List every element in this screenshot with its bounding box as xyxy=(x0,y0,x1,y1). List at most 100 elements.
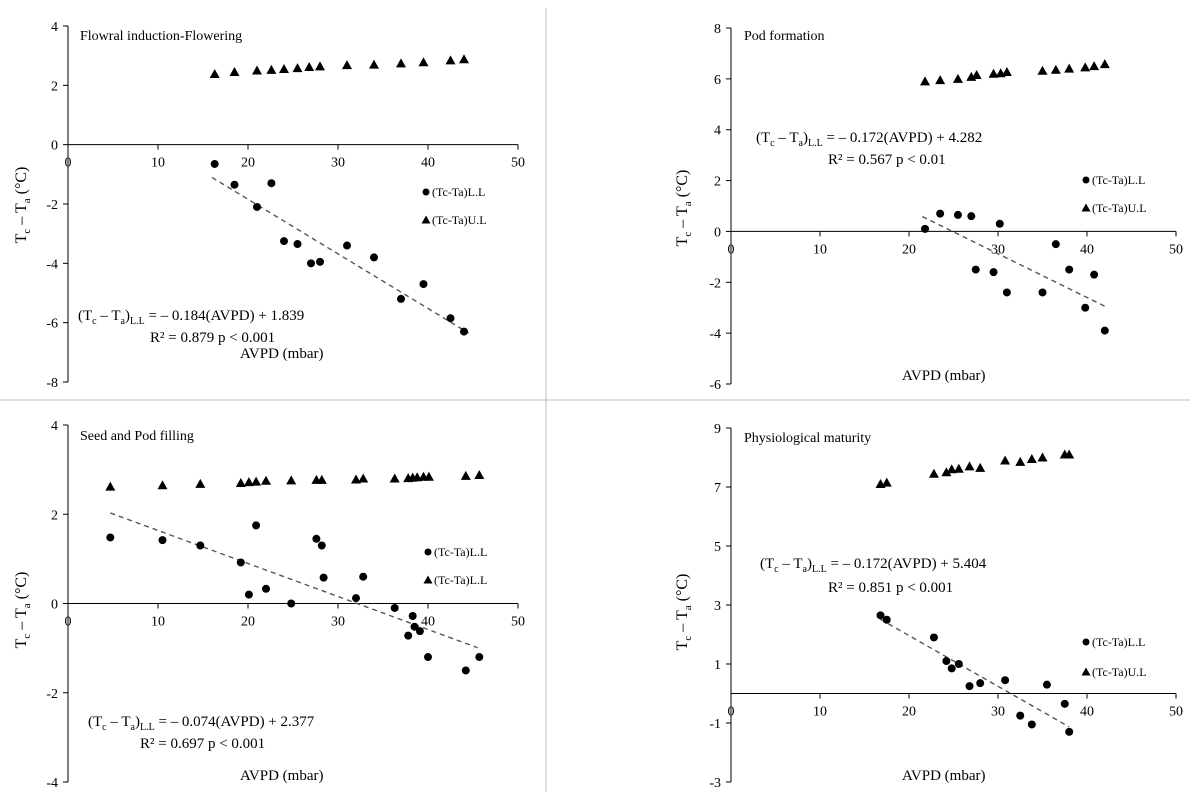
x-tick-label: 0 xyxy=(65,615,72,630)
data-point-triangle xyxy=(418,57,429,67)
data-point-triangle xyxy=(1064,63,1075,73)
data-point-triangle xyxy=(1000,455,1011,465)
data-point-circle xyxy=(267,179,276,188)
data-point-triangle xyxy=(266,64,277,74)
data-point-circle xyxy=(359,572,368,581)
chart-title: Pod formation xyxy=(744,29,825,44)
x-axis-label: AVPD (mbar) xyxy=(240,346,323,362)
data-point-circle xyxy=(1090,270,1099,279)
y-axis-label-sub-c: c xyxy=(682,232,694,237)
y-tick-label: 4 xyxy=(51,20,58,35)
chart-panel-4: -3 -1 1 3 5 7 9 0 10 20 30 40 50 Physiological maturi… xyxy=(674,422,1183,791)
legend-triangle-icon xyxy=(1081,667,1091,676)
data-point-circle xyxy=(312,534,321,543)
data-point-triangle xyxy=(157,480,168,490)
y-axis-label: Tc – Ta (°C) xyxy=(674,170,694,247)
y-tick-label: -4 xyxy=(46,257,58,272)
eq-minus: – T xyxy=(107,714,131,730)
x-tick-label: 10 xyxy=(151,156,165,171)
data-point-circle xyxy=(446,314,455,323)
data-point-circle xyxy=(921,224,930,233)
data-point-triangle xyxy=(251,476,262,486)
y-axis-label-t: T xyxy=(674,236,691,246)
r-squared-label: R² = 0.879 p < 0.001 xyxy=(150,330,275,346)
trendline xyxy=(110,512,478,649)
data-point-circle xyxy=(929,633,938,642)
x-tick-label: 40 xyxy=(421,615,435,630)
y-tick-label: 4 xyxy=(714,124,721,139)
data-point-triangle xyxy=(252,65,262,75)
x-tick-label: 30 xyxy=(331,615,345,630)
y-axis-label-sub-c: c xyxy=(21,229,33,234)
r-squared-label: R² = 0.567 p < 0.01 xyxy=(828,152,946,168)
eq-sub-ll: L.L xyxy=(812,564,827,575)
x-tick-label: 0 xyxy=(728,242,735,257)
y-axis-label-sub-a: a xyxy=(21,603,33,608)
data-point-triangle xyxy=(941,467,952,477)
data-point-triangle xyxy=(389,473,400,483)
data-point-circle xyxy=(287,599,296,608)
eq-close: ) xyxy=(807,556,812,572)
x-tick-label: 20 xyxy=(241,156,255,171)
legend-label: (Tc-Ta)L.L xyxy=(434,573,487,587)
data-point-circle xyxy=(253,202,261,211)
data-point-circle xyxy=(352,594,360,603)
x-tick-label: 30 xyxy=(991,705,1005,720)
data-point-circle xyxy=(971,265,980,274)
data-point-circle xyxy=(1051,240,1060,249)
y-axis-label-t: T xyxy=(13,233,30,243)
data-point-triangle xyxy=(423,471,434,481)
data-point-circle xyxy=(1027,720,1036,729)
legend-triangle-icon xyxy=(423,575,433,584)
data-point-circle xyxy=(1081,303,1090,312)
eq-sub-c: c xyxy=(92,316,97,327)
y-tick-label: 9 xyxy=(714,422,721,437)
trendline xyxy=(922,215,1106,307)
data-point-circle xyxy=(475,653,484,662)
data-point-triangle xyxy=(358,473,369,483)
data-point-triangle xyxy=(953,463,964,473)
data-point-circle xyxy=(280,237,288,246)
r-squared-label: R² = 0.697 p < 0.001 xyxy=(140,736,265,752)
eq-rhs: = – 0.184(AVPD) + 1.839 xyxy=(145,308,305,324)
data-point-circle xyxy=(965,682,974,691)
y-tick-label: -2 xyxy=(709,276,721,291)
y-axis-label-sub-c: c xyxy=(682,636,694,641)
data-point-circle xyxy=(989,268,998,277)
x-tick-label: 10 xyxy=(813,242,827,257)
data-point-triangle xyxy=(235,478,246,488)
legend-label: (Tc-Ta)U.L xyxy=(432,213,487,227)
data-point-triangle xyxy=(1064,449,1075,459)
data-point-triangle xyxy=(105,481,116,491)
chart-title: Physiological maturity xyxy=(744,431,871,446)
y-tick-label: 2 xyxy=(714,175,721,190)
regression-equation: (Tc – Ta)L.L = – 0.184(AVPD) + 1.839 xyxy=(78,308,304,327)
x-tick-label: 0 xyxy=(65,156,72,171)
x-tick-label: 40 xyxy=(421,156,435,171)
eq-rhs: = – 0.074(AVPD) + 2.377 xyxy=(155,714,315,730)
data-point-circle xyxy=(415,627,424,636)
y-tick-label: 0 xyxy=(714,225,721,240)
eq-close: ) xyxy=(135,714,140,730)
data-point-circle xyxy=(461,666,470,675)
eq-sub-ll: L.L xyxy=(808,138,823,149)
y-axis-label-minus: – T xyxy=(674,610,691,636)
y-tick-label: -1 xyxy=(709,717,721,732)
y-tick-label: -4 xyxy=(46,776,58,791)
data-point-circle xyxy=(942,657,951,666)
y-axis-label-sub-c: c xyxy=(21,634,33,639)
data-point-circle xyxy=(410,622,419,631)
data-point-circle xyxy=(882,615,891,624)
data-point-triangle xyxy=(1089,61,1100,71)
y-axis-label-minus: – T xyxy=(674,206,691,232)
legend-label: (Tc-Ta)L.L xyxy=(432,185,485,199)
data-point-triangle xyxy=(396,58,406,68)
data-point-triangle xyxy=(229,66,240,76)
data-point-circle xyxy=(424,653,432,662)
y-axis-label-sub-a: a xyxy=(682,201,694,206)
data-point-circle xyxy=(244,590,253,599)
data-point-triangle xyxy=(964,461,975,471)
y-tick-label: -8 xyxy=(46,376,58,391)
